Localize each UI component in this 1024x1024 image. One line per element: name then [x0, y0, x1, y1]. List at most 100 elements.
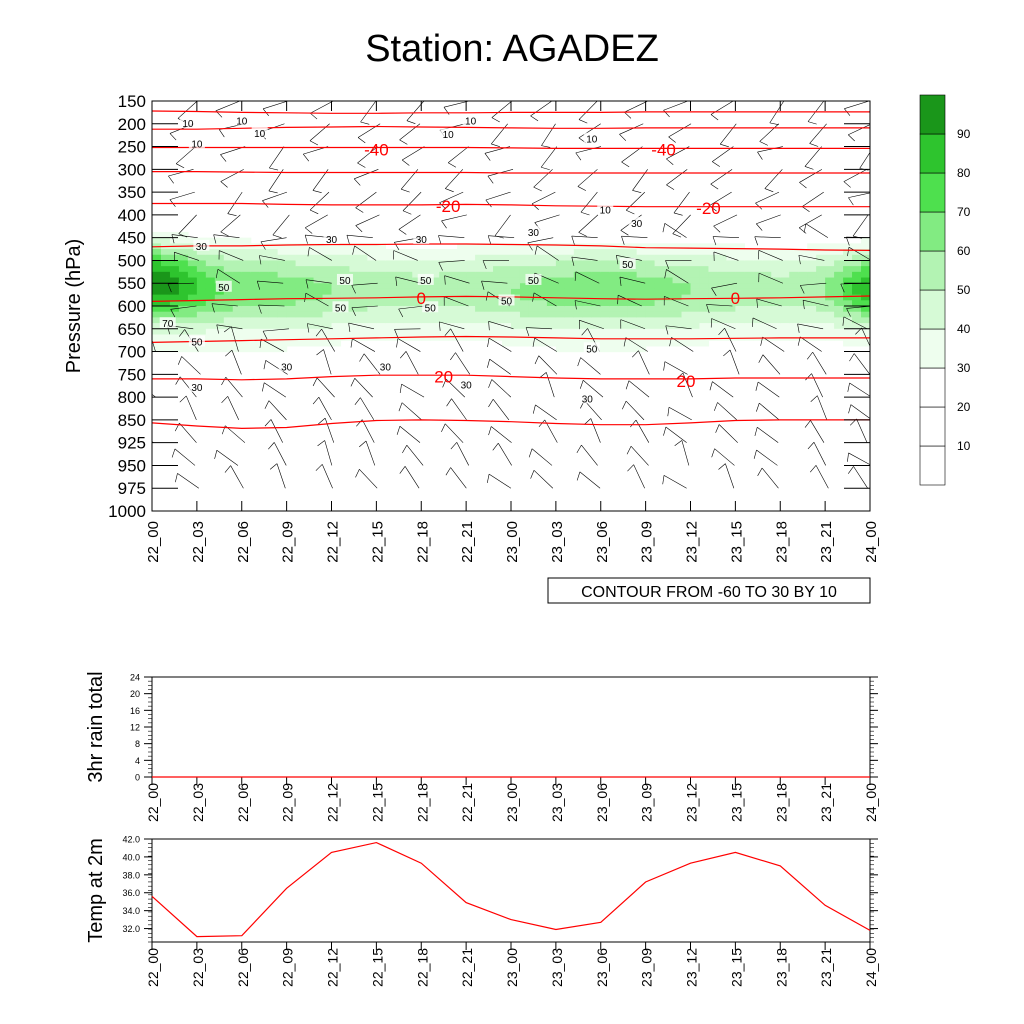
wind-barb — [272, 214, 290, 236]
rh-fill-cell — [654, 340, 665, 347]
wind-barb — [260, 237, 287, 243]
wind-barb-flag — [448, 162, 457, 168]
rh-fill-cell — [582, 243, 593, 250]
rh-fill-cell — [753, 254, 763, 262]
rh-fill-cell — [672, 254, 683, 262]
rh-fill-cell — [187, 317, 198, 324]
rh-fill-cell — [717, 243, 727, 250]
rh-fill-cell — [672, 311, 683, 318]
rh-fill-cell — [250, 317, 261, 324]
rh-fill-cell — [564, 345, 575, 353]
wind-barb-flag — [799, 182, 807, 189]
rh-fill-cell — [834, 328, 844, 336]
rh-fill-cell — [546, 254, 557, 262]
rh-fill-cell — [708, 249, 719, 256]
wind-barb — [354, 169, 379, 180]
rh-fill-cell — [861, 237, 870, 244]
rh-fill-cell — [609, 340, 620, 347]
rh-fill-cell — [241, 254, 252, 262]
rh-fill-cell — [807, 311, 817, 318]
wind-barb-flag — [525, 327, 530, 337]
rh-fill-cell — [439, 323, 449, 330]
rh-fill-cell — [735, 266, 745, 273]
rh-fill-cell — [259, 277, 270, 284]
rh-fill-cell — [582, 266, 593, 273]
rh-fill-cell — [843, 328, 853, 336]
rh-fill-cell — [636, 323, 647, 330]
rh-fill-cell — [537, 317, 548, 324]
rh-fill-cell — [250, 340, 261, 347]
rh-fill-cell — [448, 283, 458, 290]
rh-fill-cell — [618, 311, 629, 318]
rh-fill-cell — [816, 323, 826, 330]
rh-fill-cell — [771, 323, 781, 330]
rh-fill-cell — [268, 288, 279, 296]
rh-fill-cell — [493, 328, 503, 336]
wind-barb-flag — [805, 373, 812, 381]
rh-fill-cell — [852, 340, 862, 347]
rh-fill-cell — [358, 288, 368, 296]
rh-fill-cell — [403, 311, 413, 318]
rh-fill-cell — [825, 328, 835, 336]
rh-fill-cell — [798, 323, 808, 330]
rh-fill-cell — [430, 328, 440, 336]
rh-fill-cell — [645, 254, 656, 262]
rh-fill-cell — [322, 340, 333, 347]
rh-fill-cell — [412, 311, 422, 318]
wind-barb — [531, 448, 553, 466]
wind-barb-flag — [798, 227, 807, 234]
rh-fill-cell — [600, 317, 611, 324]
wind-barb — [665, 325, 692, 330]
rh-fill-cell — [295, 254, 306, 262]
rh-fill-cell — [519, 323, 530, 330]
rh-fill-cell — [205, 266, 216, 273]
wind-barb-flag — [584, 418, 592, 425]
rh-fill-cell — [591, 277, 602, 284]
rh-fill-cell — [582, 260, 593, 267]
rh-fill-cell — [708, 323, 719, 330]
rh-fill-cell — [537, 300, 548, 307]
rh-fill-cell — [268, 249, 279, 256]
wind-barb — [445, 378, 466, 398]
rh-fill-cell — [349, 277, 360, 284]
rh-fill-cell — [825, 294, 835, 301]
rh-fill-cell — [843, 243, 853, 250]
rh-fill-cell — [214, 334, 225, 341]
wind-barb — [439, 321, 465, 330]
colorbar-swatch — [919, 367, 946, 408]
rh-fill-cell — [385, 249, 395, 256]
rh-fill-cell — [843, 277, 853, 284]
rh-fill-cell — [861, 300, 870, 307]
rh-fill-cell — [295, 328, 306, 336]
wind-barb — [179, 422, 197, 443]
rh-fill-cell — [672, 283, 683, 290]
rh-fill-cell — [178, 311, 189, 318]
rh-fill-cell — [439, 283, 449, 290]
rh-fill-cell — [241, 260, 252, 267]
rh-fill-cell — [546, 288, 557, 296]
rh-fill-cell — [313, 328, 324, 336]
rh-fill-cell — [412, 254, 422, 262]
temperature-contour — [152, 110, 870, 114]
rh-fill-cell — [277, 283, 288, 290]
wind-barb — [724, 328, 737, 352]
rh-fill-cell — [232, 311, 243, 318]
rh-fill-cell — [367, 311, 377, 318]
rh-fill-cell — [430, 323, 440, 330]
rh-contour-label: 10 — [440, 128, 457, 141]
wind-barb — [263, 328, 289, 332]
rh-fill-cell — [448, 266, 458, 273]
rh-fill-cell — [573, 323, 584, 330]
rh-fill-cell — [690, 340, 701, 347]
y-tick-label: 550 — [118, 274, 146, 293]
rh-fill-cell — [466, 249, 476, 256]
rh-fill-cell — [241, 237, 252, 244]
rh-fill-cell — [690, 317, 701, 324]
rh-fill-cell — [654, 306, 665, 313]
rh-fill-cell — [537, 249, 548, 256]
rh-fill-cell — [555, 306, 566, 313]
y-tick-label: 650 — [118, 320, 146, 339]
rh-fill-cell — [241, 294, 252, 301]
rh-fill-cell — [187, 260, 198, 267]
wind-barb — [258, 304, 285, 307]
